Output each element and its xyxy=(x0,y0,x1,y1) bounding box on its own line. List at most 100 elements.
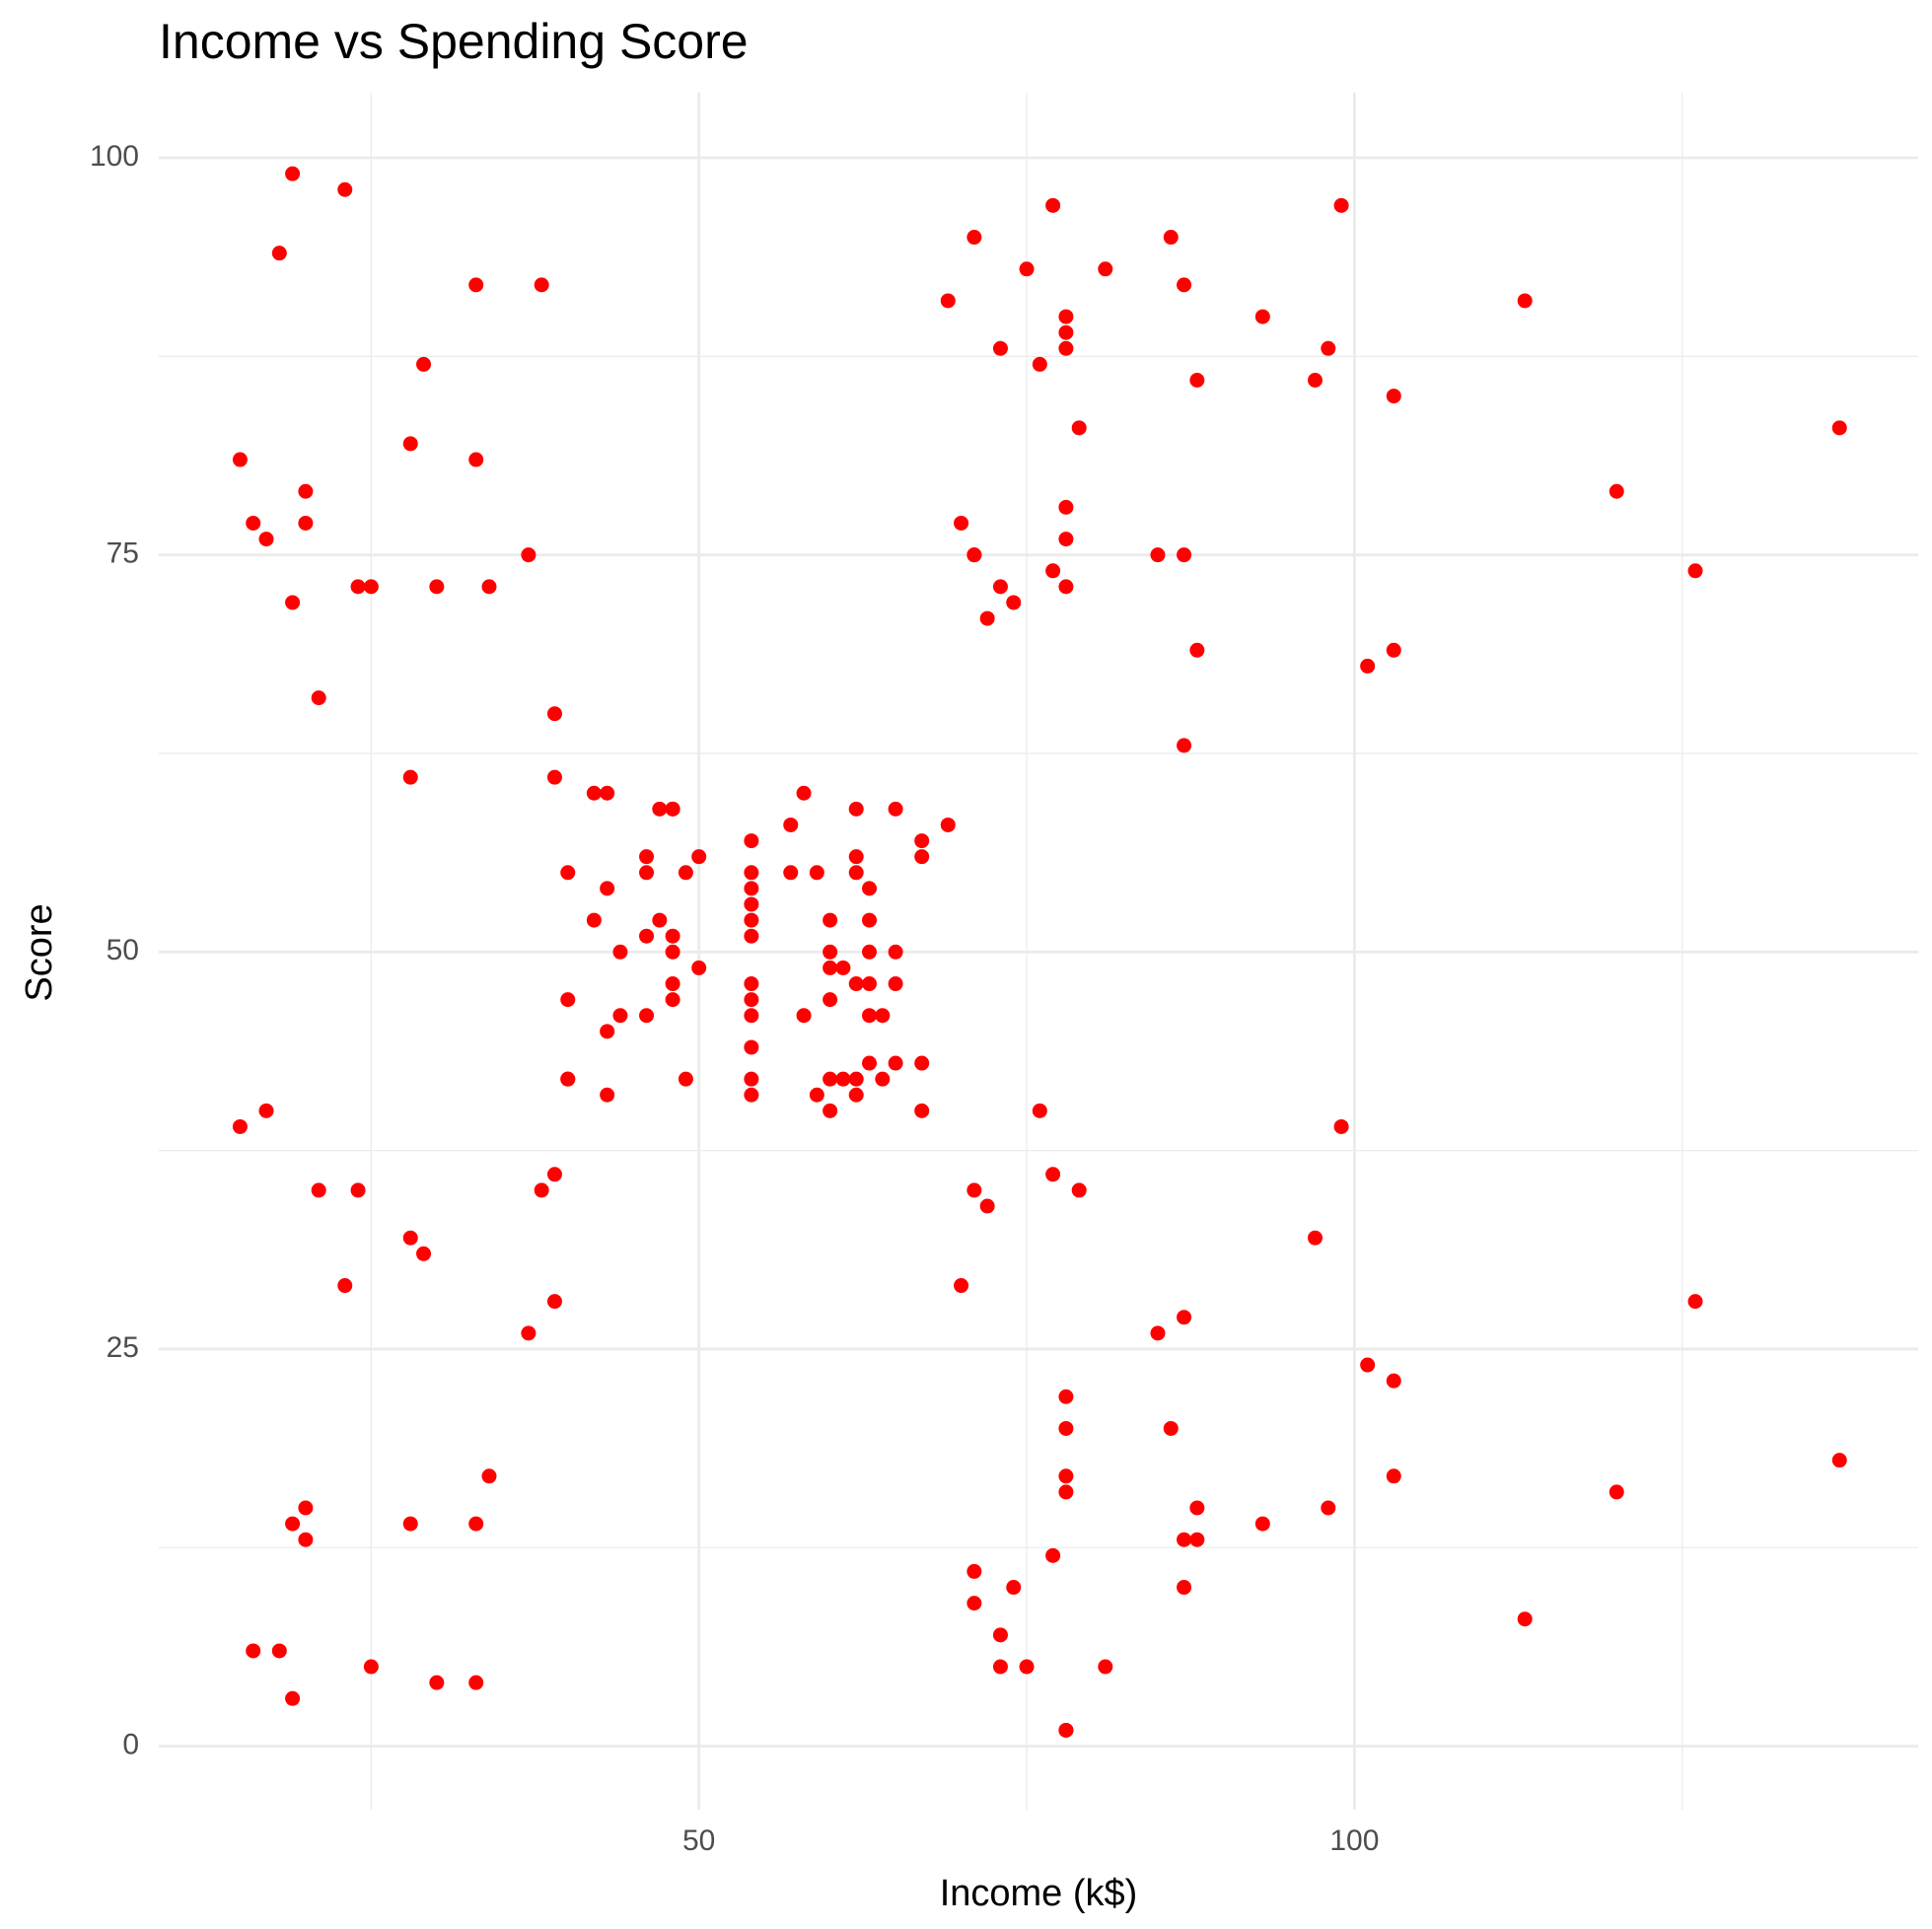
point xyxy=(1058,1484,1074,1500)
point xyxy=(1045,1547,1061,1563)
point xyxy=(862,1055,878,1071)
point xyxy=(691,849,707,865)
point xyxy=(1177,547,1192,563)
point xyxy=(612,944,628,960)
point xyxy=(1321,1500,1336,1516)
point xyxy=(258,1103,274,1118)
point xyxy=(979,1198,995,1214)
point xyxy=(979,610,995,626)
point xyxy=(1321,340,1336,356)
point xyxy=(546,1167,562,1182)
point xyxy=(416,1246,432,1261)
point xyxy=(1307,373,1323,389)
point xyxy=(1517,293,1533,309)
point xyxy=(246,1643,261,1659)
point xyxy=(560,992,576,1008)
point xyxy=(298,1532,314,1547)
point xyxy=(1058,1722,1074,1738)
point xyxy=(823,1103,838,1118)
point xyxy=(862,976,878,992)
point xyxy=(1177,1310,1192,1325)
y-tick-label: 25 xyxy=(107,1331,139,1364)
point xyxy=(1163,1420,1179,1436)
point xyxy=(337,1278,353,1294)
point xyxy=(888,976,903,992)
point xyxy=(311,690,326,706)
point xyxy=(992,1659,1008,1675)
point xyxy=(1517,1611,1533,1627)
point xyxy=(600,881,615,896)
point xyxy=(1163,230,1179,246)
point xyxy=(1098,261,1113,277)
point xyxy=(914,1055,930,1071)
point xyxy=(1333,1118,1349,1134)
point xyxy=(744,881,759,896)
point xyxy=(848,849,864,865)
point xyxy=(678,1071,693,1087)
point xyxy=(481,579,497,595)
point xyxy=(1006,1580,1022,1596)
point xyxy=(966,547,982,563)
point xyxy=(744,976,759,992)
chart-title: Income vs Spending Score xyxy=(159,14,749,69)
point xyxy=(862,1008,878,1024)
point xyxy=(1386,389,1401,404)
point xyxy=(1045,1167,1061,1182)
point xyxy=(1189,642,1205,658)
y-axis-label: Score xyxy=(19,903,60,1001)
point xyxy=(402,769,418,785)
point xyxy=(1045,197,1061,213)
point xyxy=(521,1325,537,1341)
point xyxy=(298,1500,314,1516)
point xyxy=(521,547,537,563)
point xyxy=(1177,1580,1192,1596)
point xyxy=(1254,1516,1270,1532)
point xyxy=(363,1659,379,1675)
point xyxy=(862,944,878,960)
point xyxy=(796,1008,812,1024)
point xyxy=(665,944,680,960)
point xyxy=(888,1055,903,1071)
point xyxy=(350,1182,366,1198)
point xyxy=(337,181,353,197)
point xyxy=(468,1675,484,1690)
point xyxy=(966,1182,982,1198)
point xyxy=(1058,340,1074,356)
point xyxy=(1058,324,1074,340)
point xyxy=(1609,483,1624,499)
point xyxy=(1045,563,1061,579)
point xyxy=(1687,563,1703,579)
point xyxy=(966,230,982,246)
point xyxy=(258,532,274,547)
point xyxy=(848,865,864,881)
point xyxy=(744,896,759,912)
point xyxy=(246,515,261,531)
point xyxy=(665,976,680,992)
point xyxy=(1333,197,1349,213)
point xyxy=(744,912,759,928)
point xyxy=(823,992,838,1008)
point xyxy=(429,1675,445,1690)
point xyxy=(888,944,903,960)
point xyxy=(1307,1230,1323,1246)
point xyxy=(665,801,680,817)
point xyxy=(744,992,759,1008)
point xyxy=(744,1071,759,1087)
point xyxy=(1150,547,1166,563)
point xyxy=(809,865,824,881)
point xyxy=(285,166,301,181)
point xyxy=(232,1118,248,1134)
point xyxy=(271,1643,287,1659)
point xyxy=(1360,658,1376,674)
point xyxy=(1006,595,1022,610)
point xyxy=(285,1516,301,1532)
point xyxy=(835,1071,851,1087)
point xyxy=(862,881,878,896)
point xyxy=(1189,1532,1205,1547)
point xyxy=(966,1563,982,1579)
point xyxy=(875,1008,891,1024)
point xyxy=(560,1071,576,1087)
point xyxy=(744,1039,759,1055)
point xyxy=(966,1596,982,1611)
point xyxy=(402,1230,418,1246)
